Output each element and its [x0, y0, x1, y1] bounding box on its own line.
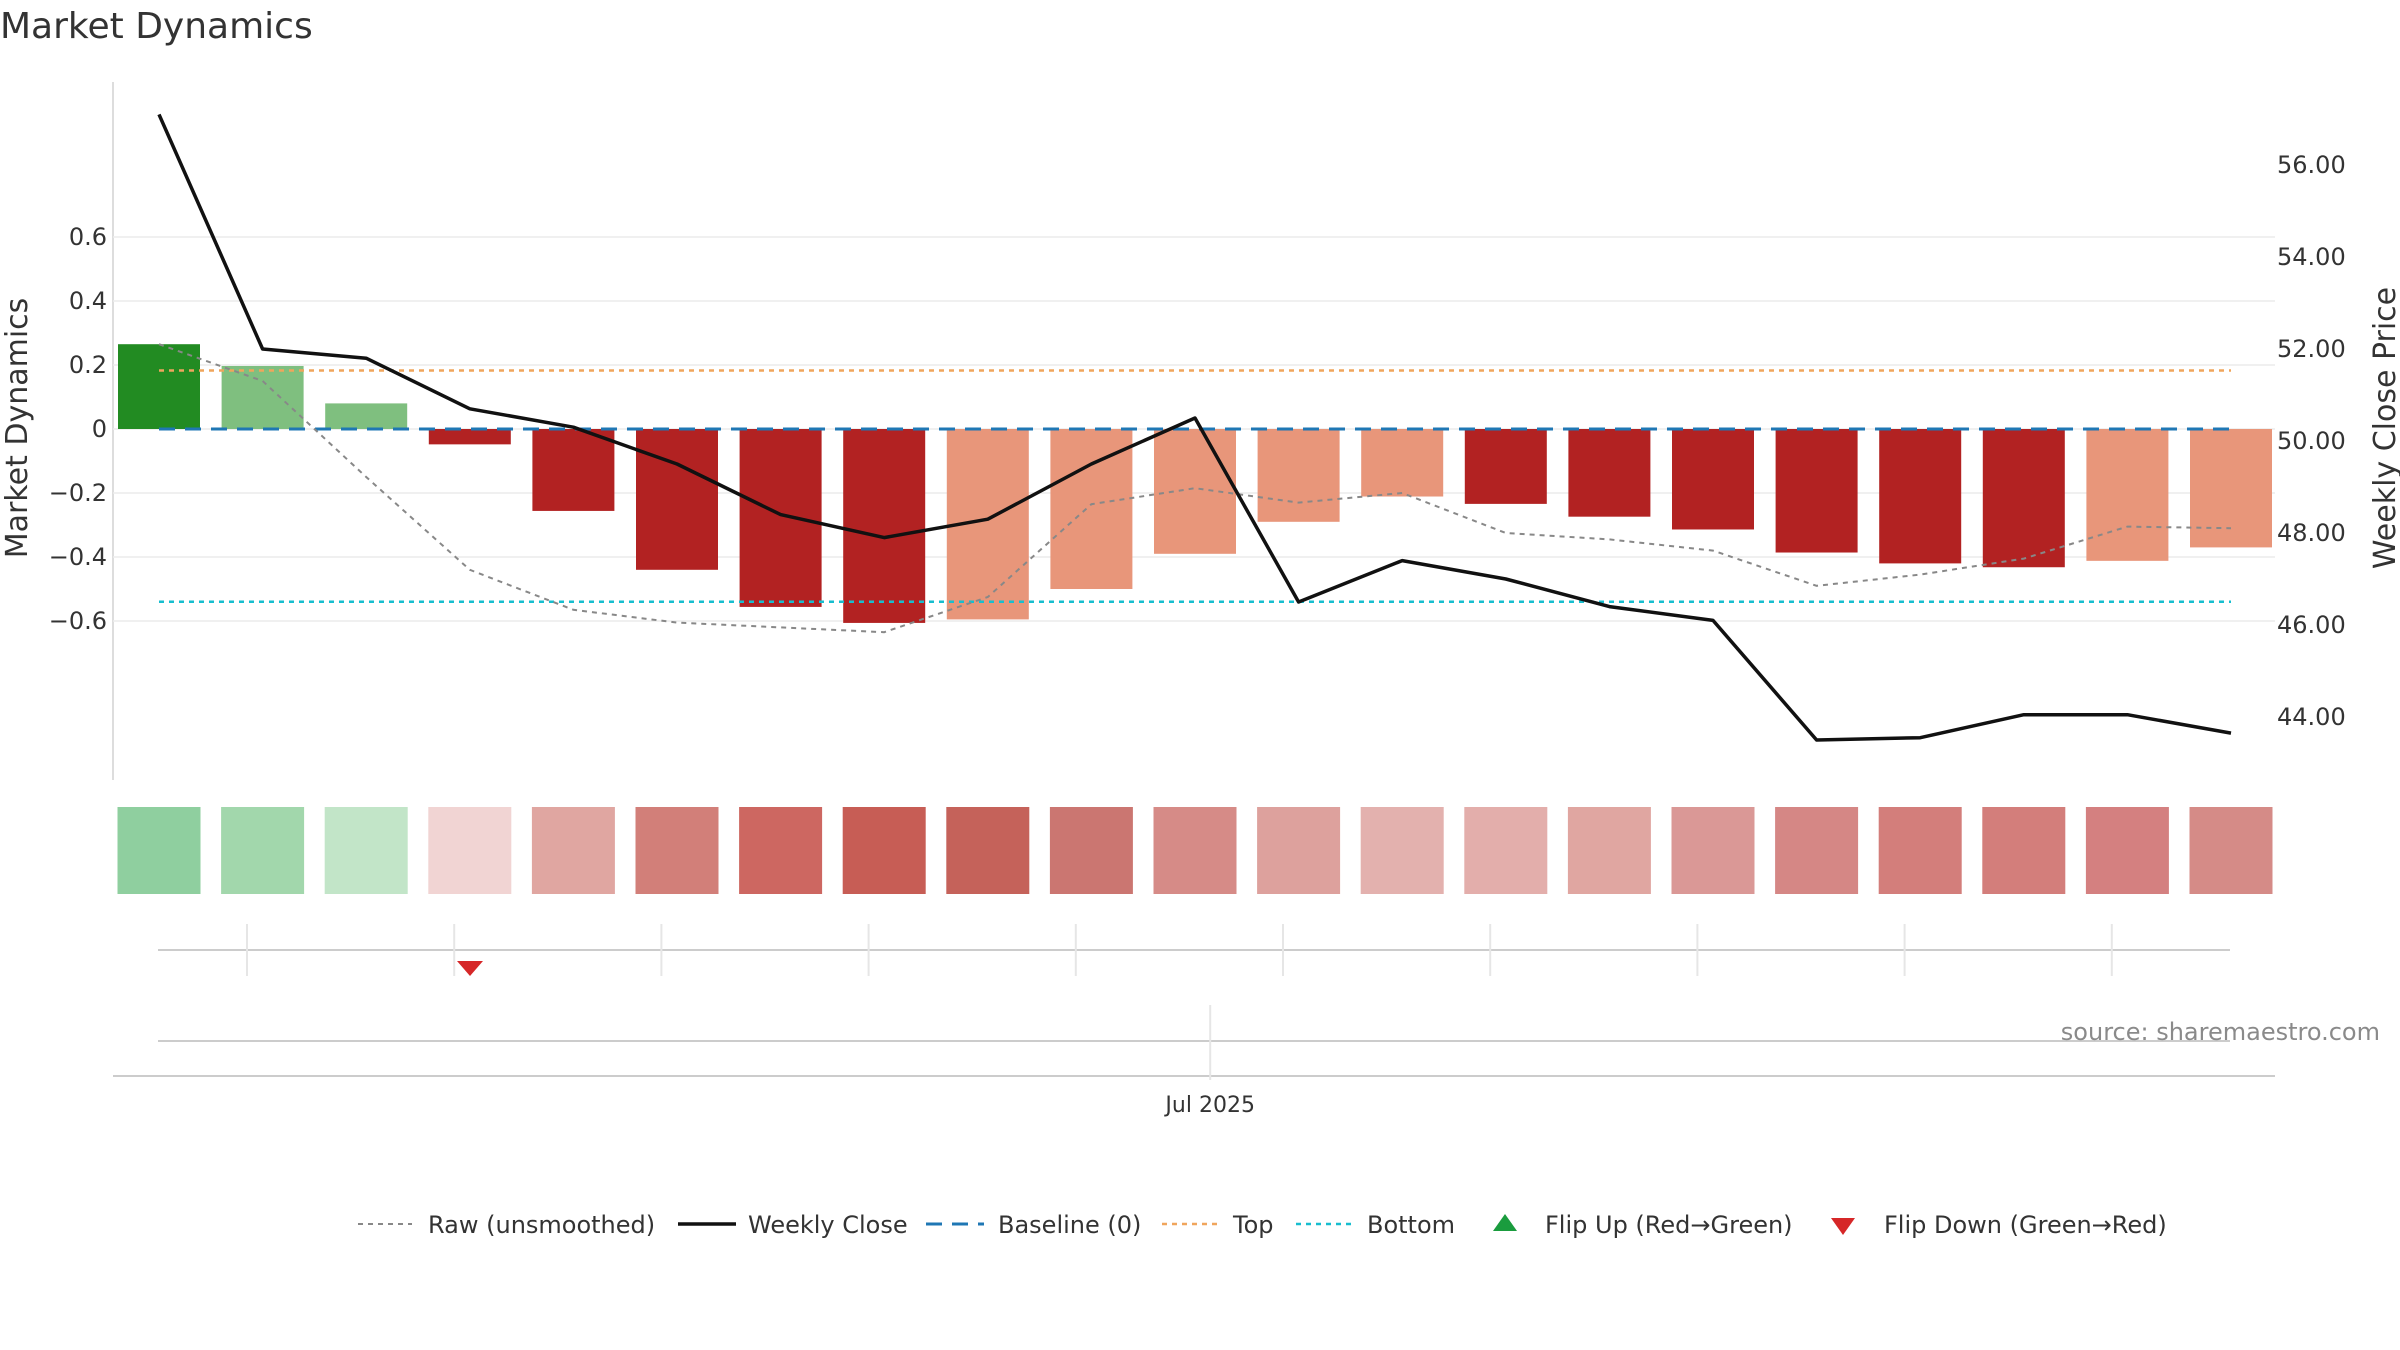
left-tick-label: −0.6	[49, 607, 107, 635]
legend-label-baseline: Baseline (0)	[998, 1211, 1141, 1239]
heat-cell	[635, 807, 719, 894]
bar	[325, 403, 408, 429]
bar	[843, 429, 926, 623]
right-tick-label: 46.00	[2277, 611, 2346, 639]
heat-cell	[842, 807, 926, 894]
legend-label-flip-down: Flip Down (Green→Red)	[1884, 1211, 2167, 1239]
flip-down-marker-icon	[1831, 1218, 1855, 1235]
bar	[118, 344, 200, 429]
heat-cell	[324, 807, 408, 894]
flip-panel-ticks	[246, 924, 2113, 976]
heat-cell	[1878, 807, 1962, 894]
legend-label-raw: Raw (unsmoothed)	[428, 1211, 655, 1239]
legend-item-flip-up[interactable]: Flip Up (Red→Green)	[1493, 1211, 1793, 1239]
bar-series	[118, 344, 2272, 623]
right-tick-label: 52.00	[2277, 335, 2346, 363]
bar	[2190, 429, 2272, 548]
date-panel: Jul 2025 source: sharemaestro.com	[158, 1005, 2380, 1118]
legend-item-top[interactable]: Top	[1162, 1211, 1274, 1239]
heat-cell	[1567, 807, 1651, 894]
right-tick-label: 44.00	[2277, 703, 2346, 731]
x-tick-label: Jul 2025	[1163, 1093, 1255, 1118]
left-tick-label: 0	[92, 415, 107, 443]
heat-cell	[531, 807, 615, 894]
heat-cell	[1982, 807, 2066, 894]
bar	[1775, 429, 1858, 553]
bar	[636, 429, 718, 570]
bar	[1982, 429, 2065, 568]
left-tick-label: 0.6	[69, 223, 107, 251]
bar	[1879, 429, 1962, 564]
bar	[1050, 429, 1133, 589]
left-tick-label: 0.2	[69, 351, 107, 379]
legend: Raw (unsmoothed) Weekly Close Baseline (…	[358, 1211, 2167, 1239]
heat-cell	[1153, 807, 1237, 894]
right-tick-label: 50.00	[2277, 427, 2346, 455]
heat-strip	[117, 807, 2273, 894]
reference-lines	[159, 369, 2231, 604]
right-tick-label: 48.00	[2277, 519, 2346, 547]
legend-item-flip-down[interactable]: Flip Down (Green→Red)	[1831, 1211, 2167, 1239]
tick-labels: 0.6 0.4 0.2 0 −0.2 −0.4 −0.6 56.00 54.00 52.00 50.…	[49, 151, 2346, 731]
heat-cell	[1464, 807, 1548, 894]
heat-cell	[946, 807, 1030, 894]
flip-markers	[457, 961, 483, 976]
heat-cell	[221, 807, 305, 894]
legend-item-baseline[interactable]: Baseline (0)	[926, 1211, 1141, 1239]
heat-cell	[2189, 807, 2273, 894]
left-axis-title: Market Dynamics	[0, 298, 35, 559]
flip-down-marker	[457, 961, 483, 976]
bar	[1464, 429, 1547, 504]
heat-cell	[1775, 807, 1859, 894]
bar	[1361, 429, 1444, 497]
left-tick-label: −0.4	[49, 543, 107, 571]
heat-cell	[428, 807, 512, 894]
legend-item-bottom[interactable]: Bottom	[1296, 1211, 1455, 1239]
legend-label-top: Top	[1232, 1211, 1274, 1239]
legend-item-raw[interactable]: Raw (unsmoothed)	[358, 1211, 655, 1239]
bar	[1257, 429, 1340, 522]
flip-up-marker-icon	[1493, 1214, 1517, 1231]
heat-cell	[1257, 807, 1341, 894]
right-tick-label: 56.00	[2277, 151, 2346, 179]
source-text: source: sharemaestro.com	[2061, 1018, 2380, 1046]
right-axis-title: Weekly Close Price	[2368, 287, 2400, 569]
heat-cell	[1360, 807, 1444, 894]
heat-cell	[2085, 807, 2169, 894]
legend-item-weekly-close[interactable]: Weekly Close	[678, 1211, 908, 1239]
flip-panel	[158, 924, 2230, 976]
chart-title: Market Dynamics	[0, 6, 313, 47]
heat-cell	[1671, 807, 1755, 894]
line-series	[157, 113, 2232, 742]
bar	[2086, 429, 2169, 561]
right-tick-label: 54.00	[2277, 243, 2346, 271]
legend-label-flip-up: Flip Up (Red→Green)	[1545, 1211, 1793, 1239]
bar	[1568, 429, 1651, 517]
bar	[739, 429, 822, 607]
raw-unsmoothed-line	[158, 343, 2232, 634]
bar	[1154, 429, 1236, 554]
heat-cell	[117, 807, 201, 894]
legend-label-bottom: Bottom	[1367, 1211, 1455, 1239]
left-tick-label: 0.4	[69, 287, 107, 315]
bar	[221, 365, 304, 429]
bar	[1672, 429, 1754, 530]
left-tick-label: −0.2	[49, 479, 107, 507]
weekly-close-line	[157, 113, 2232, 742]
heat-cell	[1049, 807, 1133, 894]
bar	[428, 429, 511, 445]
legend-label-weekly-close: Weekly Close	[748, 1211, 908, 1239]
heat-cell	[739, 807, 823, 894]
bar	[532, 429, 615, 511]
